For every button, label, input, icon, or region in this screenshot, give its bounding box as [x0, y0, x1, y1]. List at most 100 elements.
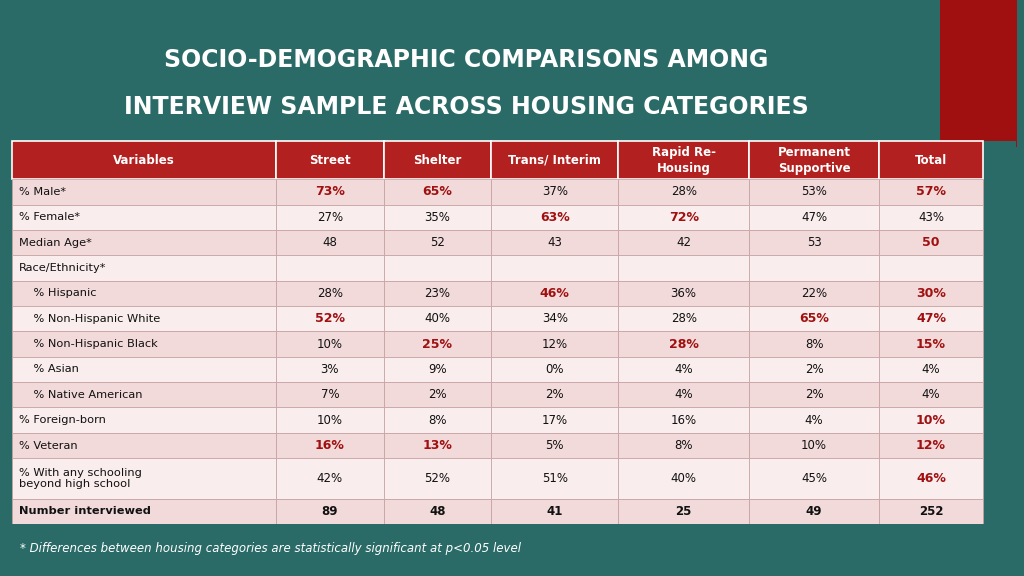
- Bar: [384, 179, 490, 204]
- Text: 35%: 35%: [424, 211, 451, 223]
- Bar: [749, 407, 880, 433]
- Text: * Differences between housing categories are statistically significant at p<0.05: * Differences between housing categories…: [20, 542, 521, 555]
- Bar: [880, 141, 983, 179]
- Text: 12%: 12%: [916, 439, 946, 452]
- Bar: [490, 255, 618, 281]
- Text: 52: 52: [430, 236, 444, 249]
- Text: Permanent
Supportive: Permanent Supportive: [777, 146, 851, 175]
- Text: 4%: 4%: [922, 363, 940, 376]
- Text: 2%: 2%: [805, 388, 823, 401]
- Text: 7%: 7%: [321, 388, 339, 401]
- Text: 42: 42: [676, 236, 691, 249]
- Text: 9%: 9%: [428, 363, 446, 376]
- Bar: [276, 407, 384, 433]
- Text: 36%: 36%: [671, 287, 696, 300]
- Bar: [490, 179, 618, 204]
- Bar: [276, 357, 384, 382]
- Text: % Non-Hispanic Black: % Non-Hispanic Black: [19, 339, 158, 349]
- Text: % Non-Hispanic White: % Non-Hispanic White: [19, 314, 161, 324]
- Text: Race/Ethnicity*: Race/Ethnicity*: [19, 263, 106, 273]
- Text: 10%: 10%: [316, 338, 343, 351]
- Text: 30%: 30%: [916, 287, 946, 300]
- Bar: [384, 331, 490, 357]
- Bar: [384, 433, 490, 458]
- Bar: [12, 179, 276, 204]
- Bar: [384, 306, 490, 331]
- Text: 37%: 37%: [542, 185, 567, 198]
- Text: 27%: 27%: [316, 211, 343, 223]
- Bar: [12, 331, 276, 357]
- Bar: [490, 407, 618, 433]
- Text: 52%: 52%: [424, 472, 451, 485]
- Text: 63%: 63%: [540, 211, 569, 223]
- Text: Median Age*: Median Age*: [19, 237, 92, 248]
- Text: 25: 25: [676, 505, 692, 518]
- Text: Variables: Variables: [114, 154, 175, 166]
- Text: 50: 50: [923, 236, 940, 249]
- Bar: [618, 407, 749, 433]
- Bar: [749, 499, 880, 524]
- Bar: [618, 433, 749, 458]
- Text: 23%: 23%: [424, 287, 451, 300]
- Bar: [490, 230, 618, 255]
- Text: % Veteran: % Veteran: [19, 441, 78, 450]
- Bar: [276, 499, 384, 524]
- Text: 16%: 16%: [315, 439, 345, 452]
- Text: 46%: 46%: [916, 472, 946, 485]
- Bar: [880, 407, 983, 433]
- Text: 40%: 40%: [424, 312, 451, 325]
- Text: 41: 41: [547, 505, 563, 518]
- Bar: [384, 230, 490, 255]
- Bar: [880, 499, 983, 524]
- Text: 17%: 17%: [542, 414, 567, 427]
- Bar: [490, 382, 618, 407]
- Text: 4%: 4%: [675, 388, 693, 401]
- Bar: [12, 141, 276, 179]
- Text: INTERVIEW SAMPLE ACROSS HOUSING CATEGORIES: INTERVIEW SAMPLE ACROSS HOUSING CATEGORI…: [124, 94, 808, 119]
- Bar: [384, 499, 490, 524]
- Bar: [618, 179, 749, 204]
- Bar: [276, 433, 384, 458]
- Bar: [618, 499, 749, 524]
- Text: 2%: 2%: [428, 388, 446, 401]
- Bar: [384, 357, 490, 382]
- Text: 28%: 28%: [669, 338, 698, 351]
- Text: 8%: 8%: [805, 338, 823, 351]
- Bar: [490, 281, 618, 306]
- Bar: [749, 281, 880, 306]
- Text: 28%: 28%: [671, 185, 696, 198]
- Text: 34%: 34%: [542, 312, 567, 325]
- Bar: [749, 331, 880, 357]
- Text: 47%: 47%: [916, 312, 946, 325]
- Text: 46%: 46%: [540, 287, 569, 300]
- Text: 89: 89: [322, 505, 338, 518]
- Bar: [276, 458, 384, 499]
- Bar: [880, 357, 983, 382]
- Bar: [618, 255, 749, 281]
- Text: 16%: 16%: [671, 414, 696, 427]
- Text: % Asian: % Asian: [19, 365, 79, 374]
- Bar: [618, 331, 749, 357]
- Bar: [12, 306, 276, 331]
- Text: 73%: 73%: [315, 185, 345, 198]
- Bar: [618, 382, 749, 407]
- Bar: [490, 433, 618, 458]
- Text: 4%: 4%: [922, 388, 940, 401]
- Bar: [384, 255, 490, 281]
- Text: 52%: 52%: [315, 312, 345, 325]
- Bar: [384, 458, 490, 499]
- Bar: [12, 357, 276, 382]
- Text: Number interviewed: Number interviewed: [19, 506, 152, 517]
- Bar: [12, 255, 276, 281]
- Bar: [490, 204, 618, 230]
- Bar: [749, 204, 880, 230]
- Bar: [276, 281, 384, 306]
- Text: Total: Total: [914, 154, 947, 166]
- Bar: [880, 306, 983, 331]
- Bar: [12, 230, 276, 255]
- Bar: [749, 141, 880, 179]
- Text: % Foreign-born: % Foreign-born: [19, 415, 106, 425]
- Text: 10%: 10%: [316, 414, 343, 427]
- Bar: [749, 255, 880, 281]
- Bar: [749, 179, 880, 204]
